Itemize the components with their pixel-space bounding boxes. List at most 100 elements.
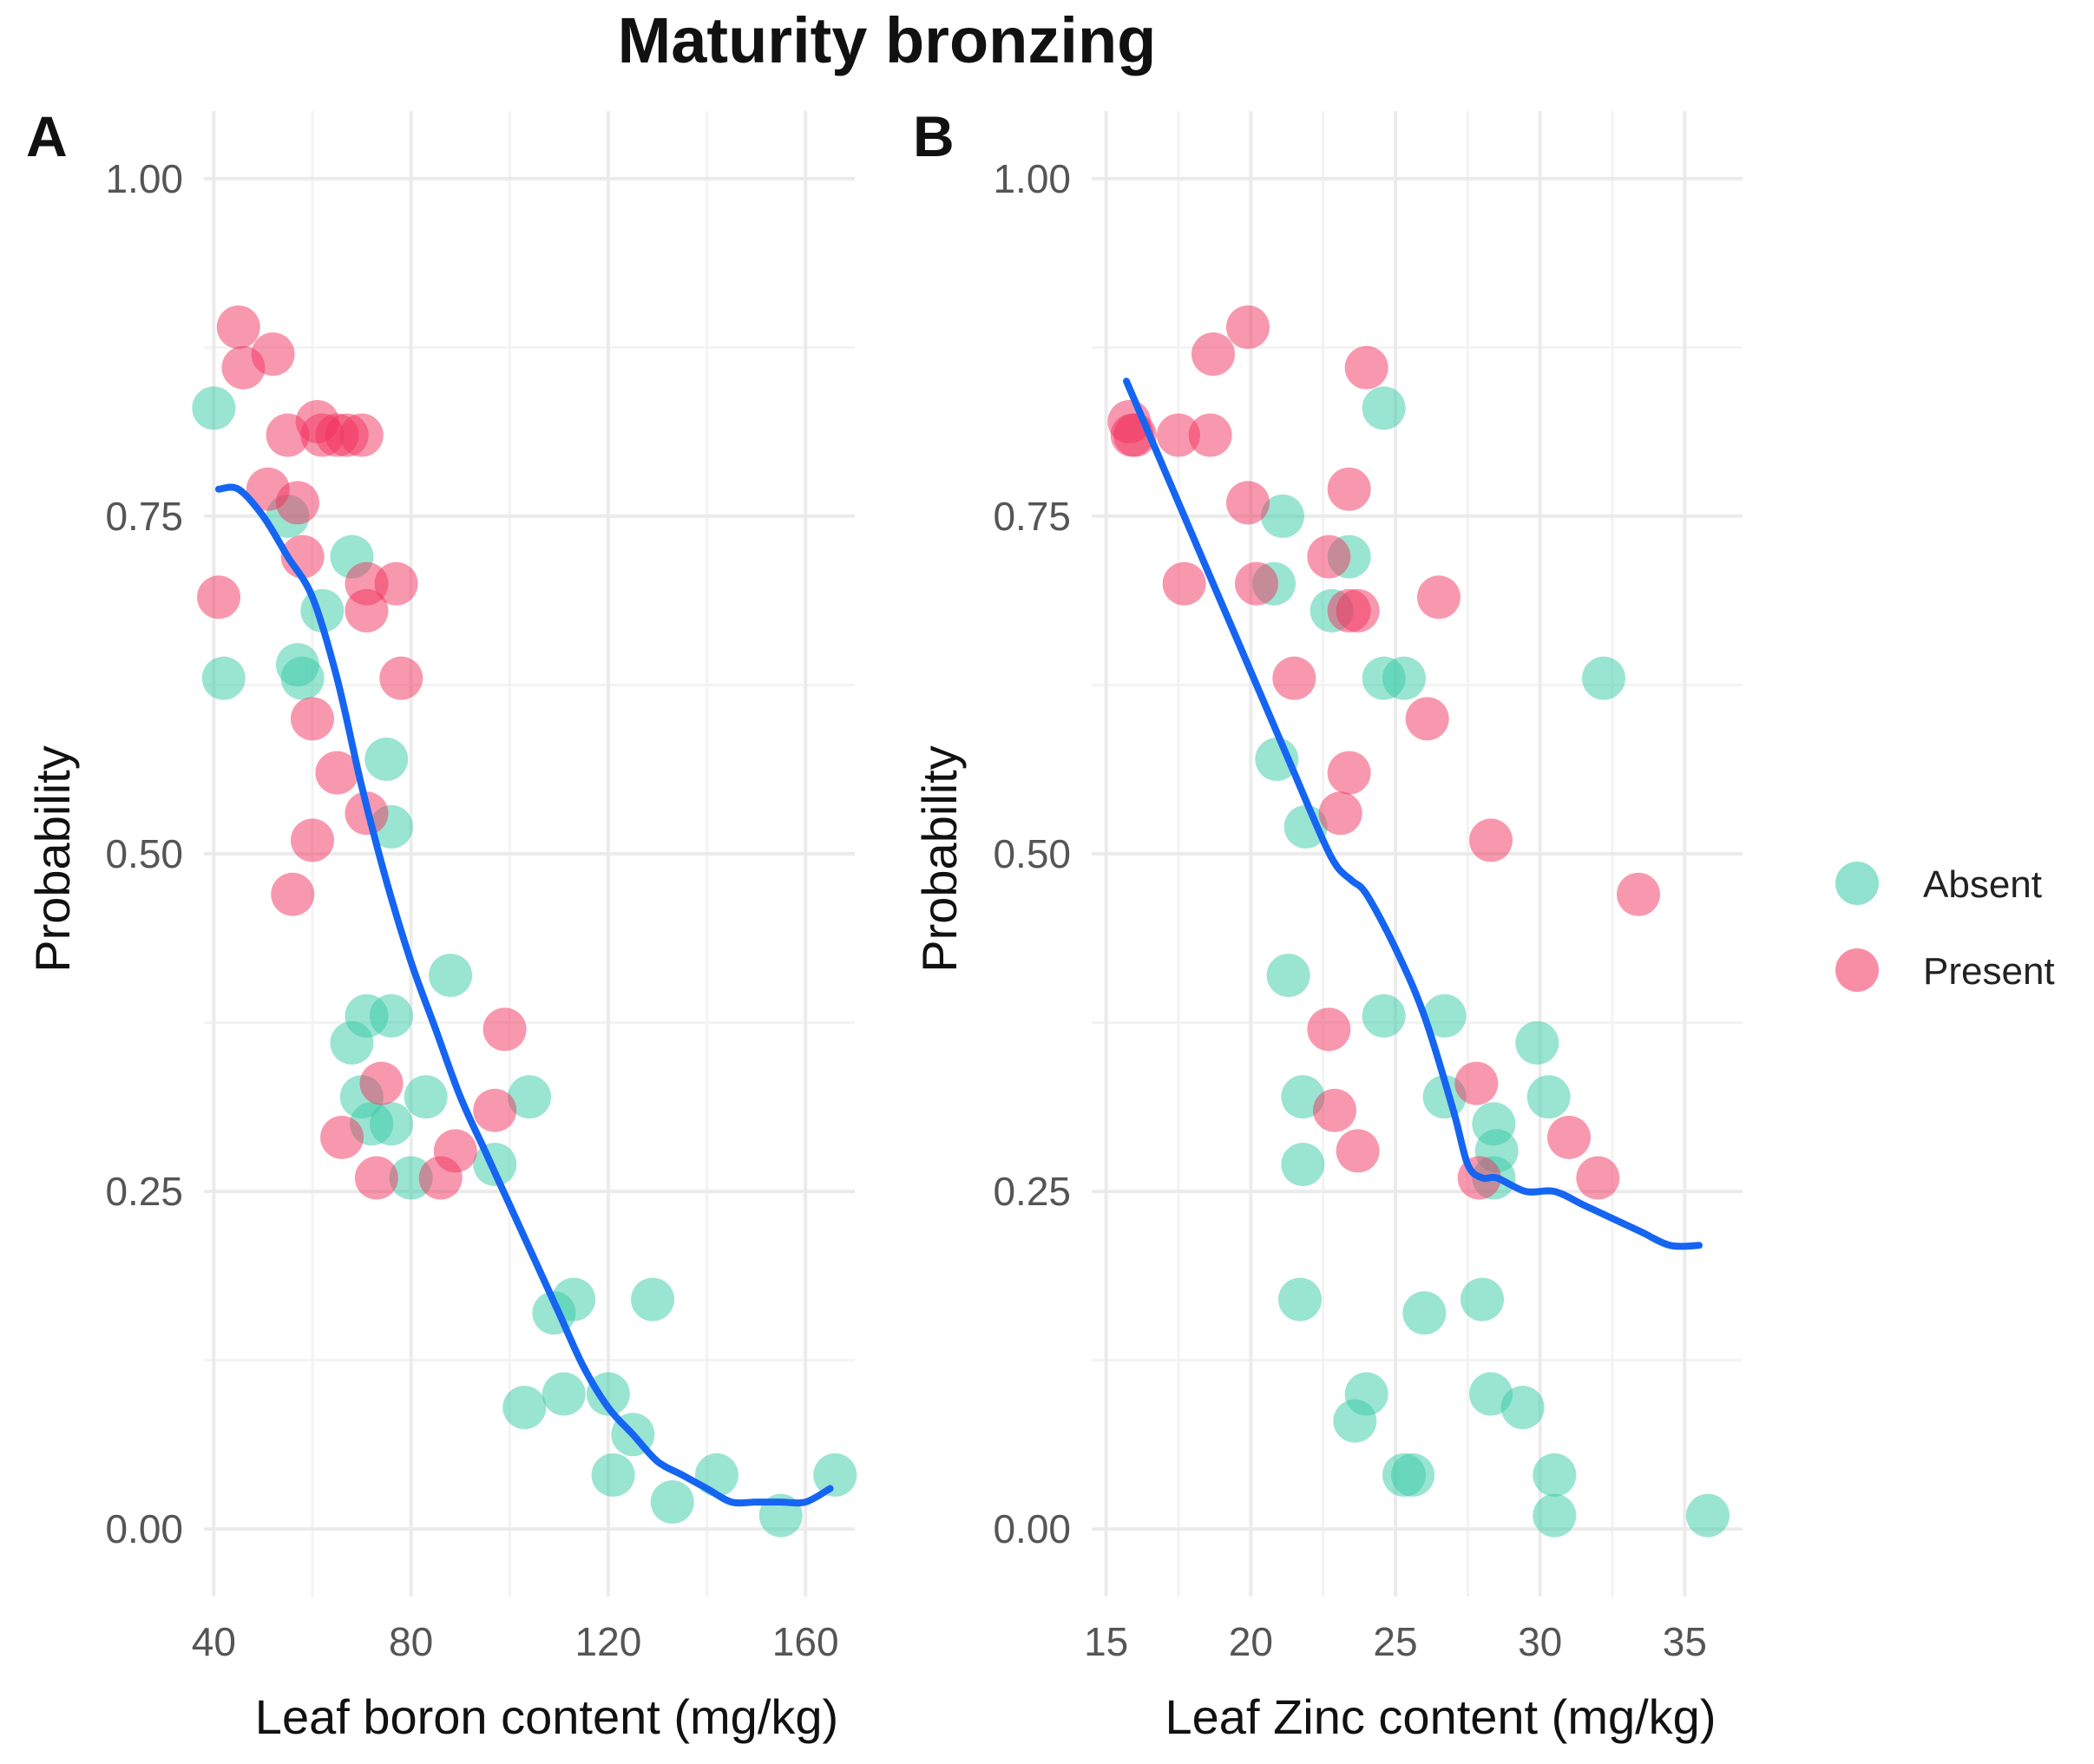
panel-b-point-absent bbox=[1461, 1277, 1504, 1321]
panel-b-grid bbox=[1092, 111, 1743, 1597]
panel-a-point-absent bbox=[429, 954, 473, 998]
panel-b-point-present bbox=[1417, 575, 1461, 620]
panel-b-point-present bbox=[1226, 305, 1270, 350]
panel-b-point-absent bbox=[1344, 1372, 1388, 1416]
panel-b-y-tick-label: 0.00 bbox=[993, 1506, 1071, 1551]
panel-a-point-absent bbox=[404, 1075, 448, 1119]
panel-b-y-ticks: 0.00 0.25 0.50 0.75 1.00 bbox=[993, 156, 1071, 1551]
panel-b-point-present bbox=[1162, 561, 1206, 606]
panel-b-point-absent bbox=[1686, 1493, 1730, 1538]
panel-a-point-absent bbox=[502, 1386, 547, 1430]
panel-a-point-present bbox=[359, 1061, 404, 1105]
panel-a-x-tick-label: 120 bbox=[575, 1619, 642, 1664]
panel-a-y-ticks: 0.00 0.25 0.50 0.75 1.00 bbox=[105, 156, 183, 1551]
panel-b-point-absent bbox=[1362, 993, 1406, 1038]
panel-b-point-absent bbox=[1278, 1277, 1322, 1321]
panel-a-point-absent bbox=[508, 1075, 551, 1119]
panel-a-letter: A bbox=[26, 104, 68, 168]
panel-b-point-absent bbox=[1283, 804, 1328, 849]
panel-a-point-absent bbox=[552, 1277, 596, 1321]
panel-b-point-present bbox=[1191, 332, 1235, 377]
panel-b-points bbox=[1107, 305, 1730, 1538]
legend-absent-label: Absent bbox=[1923, 863, 2042, 906]
panel-b-x-tick-label: 25 bbox=[1373, 1619, 1417, 1664]
panel-b-x-ticks: 15 20 25 30 35 bbox=[1084, 1619, 1707, 1664]
panel-b-point-present bbox=[1405, 697, 1449, 741]
panel-b-trend bbox=[1123, 377, 1703, 1250]
panel-b-x-tick-label: 35 bbox=[1663, 1619, 1707, 1664]
panel-b-x-axis-label: Leaf Zinc content (mg/kg) bbox=[1165, 1689, 1717, 1744]
panel-a-point-absent bbox=[192, 386, 236, 430]
panel-a-point-absent bbox=[631, 1277, 675, 1321]
panel-b-point-absent bbox=[1281, 1142, 1325, 1186]
panel-b-point-present bbox=[1336, 588, 1380, 633]
panel-a-x-ticks: 40 80 120 160 bbox=[192, 1619, 839, 1664]
legend-absent-swatch bbox=[1835, 862, 1879, 905]
panel-b-point-present bbox=[1235, 561, 1278, 606]
panel-b-point-present bbox=[1307, 534, 1351, 579]
panel-b-point-present bbox=[1226, 481, 1270, 525]
panel-b-point-absent bbox=[1533, 1453, 1577, 1497]
panel-a-point-present bbox=[275, 481, 319, 525]
panel-b-point-present bbox=[1547, 1115, 1591, 1159]
panel-a-trend-line bbox=[215, 483, 834, 1507]
panel-b-point-present bbox=[1327, 467, 1371, 511]
panel-b-point-present bbox=[1188, 413, 1232, 457]
panel-a-x-tick-label: 160 bbox=[772, 1619, 839, 1664]
panel-a-point-present bbox=[271, 872, 315, 916]
panel-a-point-present bbox=[216, 305, 260, 350]
panel-a-point-present bbox=[251, 332, 295, 377]
panel-a-point-present bbox=[291, 818, 334, 862]
panel-b-point-absent bbox=[1526, 1075, 1571, 1119]
panel-b-point-present bbox=[1454, 1061, 1499, 1105]
panel-a-point-absent bbox=[813, 1453, 857, 1497]
panel-b-point-present bbox=[1307, 1007, 1351, 1052]
panel-a-y-tick-label: 0.00 bbox=[105, 1506, 183, 1551]
panel-b-point-absent bbox=[1266, 954, 1310, 998]
panel-b-point-absent bbox=[1533, 1493, 1577, 1538]
panel-b: B Probability Leaf Zinc content (mg/kg) … bbox=[912, 104, 1743, 1744]
panel-a: A Probability Leaf boron content (mg/kg)… bbox=[25, 104, 857, 1744]
panel-a-point-present bbox=[320, 1115, 364, 1159]
panel-a-y-tick-label: 1.00 bbox=[105, 156, 183, 201]
panel-b-x-tick-label: 30 bbox=[1518, 1619, 1562, 1664]
panel-b-point-present bbox=[1157, 413, 1200, 457]
panel-a-point-present bbox=[339, 413, 384, 457]
panel-a-point-absent bbox=[364, 738, 409, 782]
panel-b-point-absent bbox=[1515, 1020, 1559, 1065]
panel-b-point-absent bbox=[1422, 993, 1467, 1038]
panel-b-point-absent bbox=[1500, 1386, 1545, 1430]
legend: Absent Present bbox=[1835, 862, 2055, 993]
panel-a-point-present bbox=[482, 1007, 527, 1052]
panel-a-y-tick-label: 0.75 bbox=[105, 494, 183, 539]
panel-b-point-absent bbox=[1402, 1291, 1447, 1335]
panel-a-point-present bbox=[374, 561, 418, 606]
legend-present-label: Present bbox=[1923, 950, 2055, 993]
panel-b-point-present bbox=[1313, 1088, 1356, 1132]
panel-a-x-axis-label: Leaf boron content (mg/kg) bbox=[255, 1689, 838, 1744]
panel-a-point-absent bbox=[369, 993, 413, 1038]
panel-a-y-axis-label: Probability bbox=[25, 745, 80, 972]
panel-a-x-tick-label: 40 bbox=[192, 1619, 236, 1664]
panel-b-y-tick-label: 0.50 bbox=[993, 831, 1071, 876]
panel-a-point-absent bbox=[280, 656, 325, 700]
panel-a-point-absent bbox=[542, 1372, 586, 1416]
panel-a-point-present bbox=[345, 588, 389, 633]
panel-a-point-present bbox=[315, 751, 359, 795]
panel-a-point-absent bbox=[586, 1372, 630, 1416]
panel-b-letter: B bbox=[913, 104, 955, 168]
panel-b-trend-line bbox=[1123, 377, 1703, 1250]
panel-a-points bbox=[192, 305, 857, 1538]
panel-b-point-present bbox=[1617, 872, 1660, 916]
panel-b-point-present bbox=[1344, 345, 1388, 390]
panel-b-y-tick-label: 1.00 bbox=[993, 156, 1071, 201]
panel-a-point-absent bbox=[694, 1453, 738, 1497]
panel-b-y-tick-label: 0.75 bbox=[993, 494, 1071, 539]
panel-a-point-present bbox=[197, 575, 241, 620]
panel-b-point-present bbox=[1327, 751, 1371, 795]
panel-b-point-present bbox=[1576, 1156, 1620, 1200]
panel-a-y-tick-label: 0.25 bbox=[105, 1169, 183, 1214]
legend-present-swatch bbox=[1835, 948, 1879, 992]
panel-a-point-absent bbox=[201, 656, 246, 700]
